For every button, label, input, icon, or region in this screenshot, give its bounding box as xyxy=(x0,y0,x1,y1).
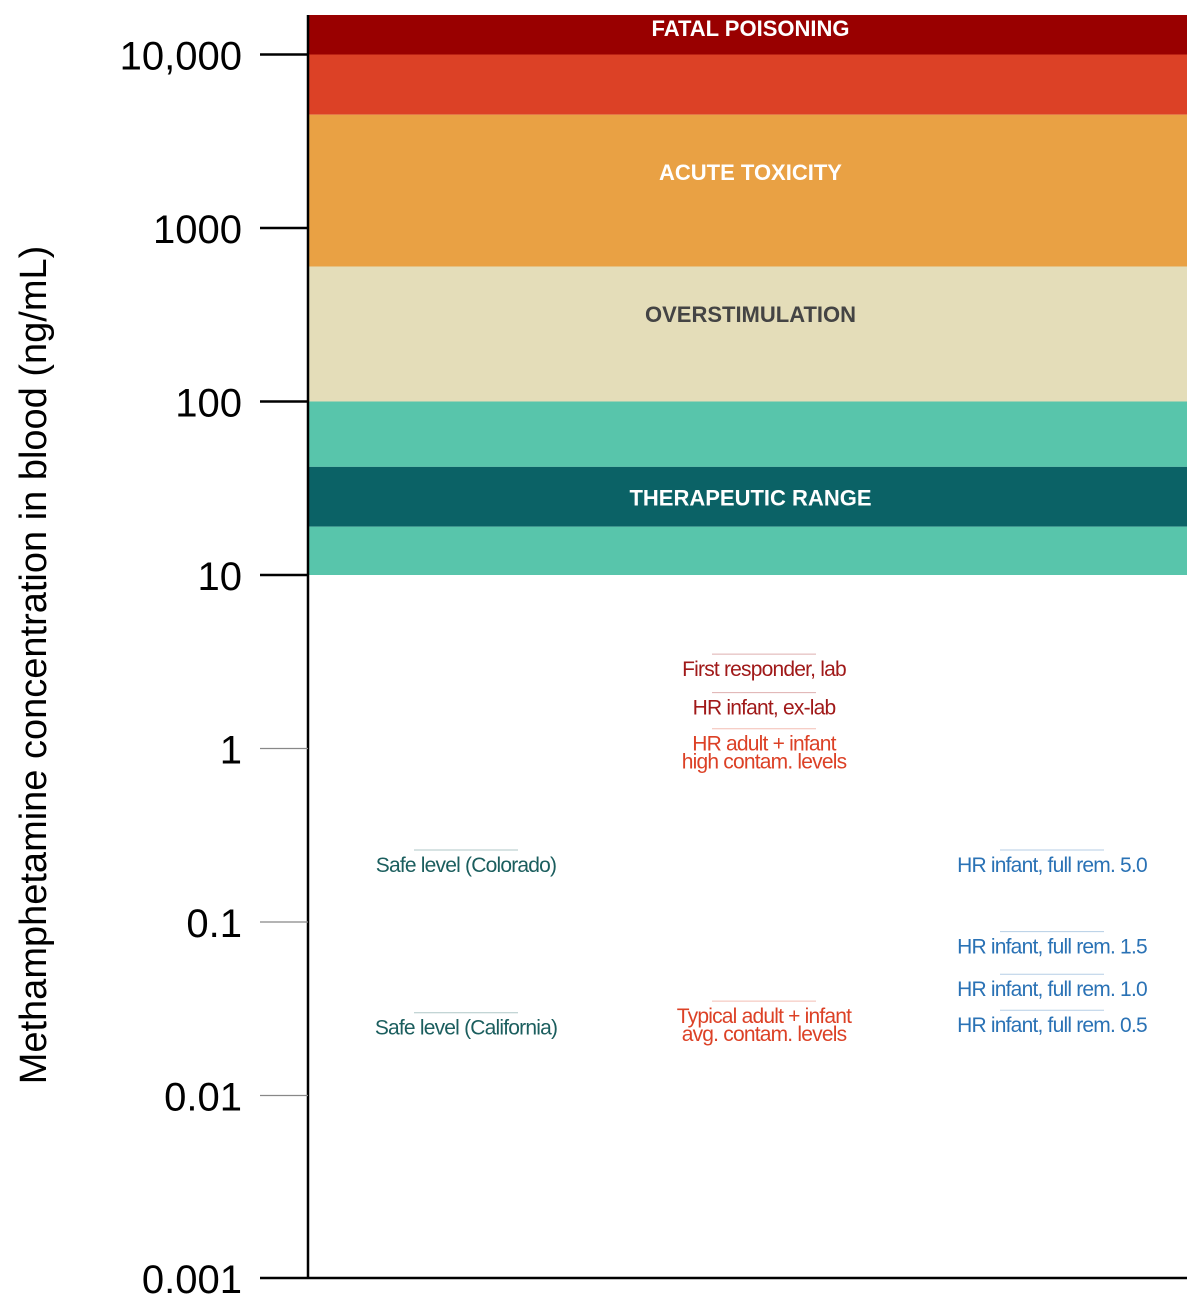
y-tick-label: 0.01 xyxy=(164,1076,242,1120)
annotation-hr-infant-ex-lab: HR infant, ex-lab xyxy=(693,692,836,720)
y-axis xyxy=(306,15,1187,1280)
annotation-label: HR infant, full rem. 0.5 xyxy=(957,1014,1147,1037)
annotation-hr-infant-full-rem-1-0: HR infant, full rem. 1.0 xyxy=(957,973,1148,1001)
annotation-safe-level-california: Safe level (California) xyxy=(375,1012,558,1040)
band-acute-toxicity xyxy=(308,114,1187,267)
y-tick-label: 1 xyxy=(220,729,242,773)
annotation-label: HR infant, full rem. 5.0 xyxy=(957,854,1147,877)
annotation-hr-infant-full-rem-1-5: HR infant, full rem. 1.5 xyxy=(957,931,1148,959)
y-axis-title: Methamphetamine concentration in blood (… xyxy=(13,246,55,1085)
range-bands xyxy=(308,15,1187,575)
annotations: First responder, lab HR infant, ex-lab HR … xyxy=(375,653,1148,1046)
y-tick-label: 10 xyxy=(198,555,243,599)
range-band-labels: FATAL POISONING ACUTE TOXICITY OVERSTIMULA… xyxy=(629,16,871,510)
annotation-label: avg. contam. levels xyxy=(682,1023,847,1046)
annotation-label: Safe level (California) xyxy=(375,1017,557,1040)
annotation-label: HR adult + infant xyxy=(692,733,836,756)
annotation-label: HR infant, full rem. 1.5 xyxy=(957,936,1147,959)
annotation-label: Typical adult + infant xyxy=(677,1005,852,1028)
y-tick-label: 0.001 xyxy=(142,1258,242,1296)
band-label-acute-toxicity: ACUTE TOXICITY xyxy=(659,160,842,185)
band-label-therapeutic-core: THERAPEUTIC RANGE xyxy=(629,485,871,510)
y-tick-label: 0.1 xyxy=(186,902,242,946)
annotation-label: high contam. levels xyxy=(682,751,847,774)
annotation-safe-level-colorado: Safe level (Colorado) xyxy=(376,849,557,877)
annotation-first-responder-lab: First responder, lab xyxy=(682,653,847,681)
band-fatal-poisoning xyxy=(308,15,1187,55)
band-label-overstimulation: OVERSTIMULATION xyxy=(645,302,856,327)
band-overstimulation xyxy=(308,266,1187,402)
y-tick-label: 1000 xyxy=(153,208,242,252)
y-tick-label: 100 xyxy=(175,382,242,426)
band-therapeutic-upper xyxy=(308,401,1187,467)
annotation-label: Safe level (Colorado) xyxy=(376,854,556,877)
y-tick-label: 10,000 xyxy=(120,35,242,79)
band-therapeutic-core xyxy=(308,466,1187,527)
band-label-fatal-poisoning: FATAL POISONING xyxy=(651,16,849,41)
annotation-label: First responder, lab xyxy=(682,658,846,681)
annotation-label: HR infant, full rem. 1.0 xyxy=(957,978,1147,1001)
y-axis-ticks: 10,000 1000 100 10 1 0.1 0.01 0.001 xyxy=(120,35,308,1296)
annotation-hr-infant-full-rem-5-0: HR infant, full rem. 5.0 xyxy=(957,849,1148,877)
band-fatal-lower xyxy=(308,54,1187,115)
band-therapeutic-lower xyxy=(308,526,1187,575)
annotation-label: HR infant, ex-lab xyxy=(693,697,836,720)
annotation-hr-infant-full-rem-0-5: HR infant, full rem. 0.5 xyxy=(957,1009,1148,1037)
